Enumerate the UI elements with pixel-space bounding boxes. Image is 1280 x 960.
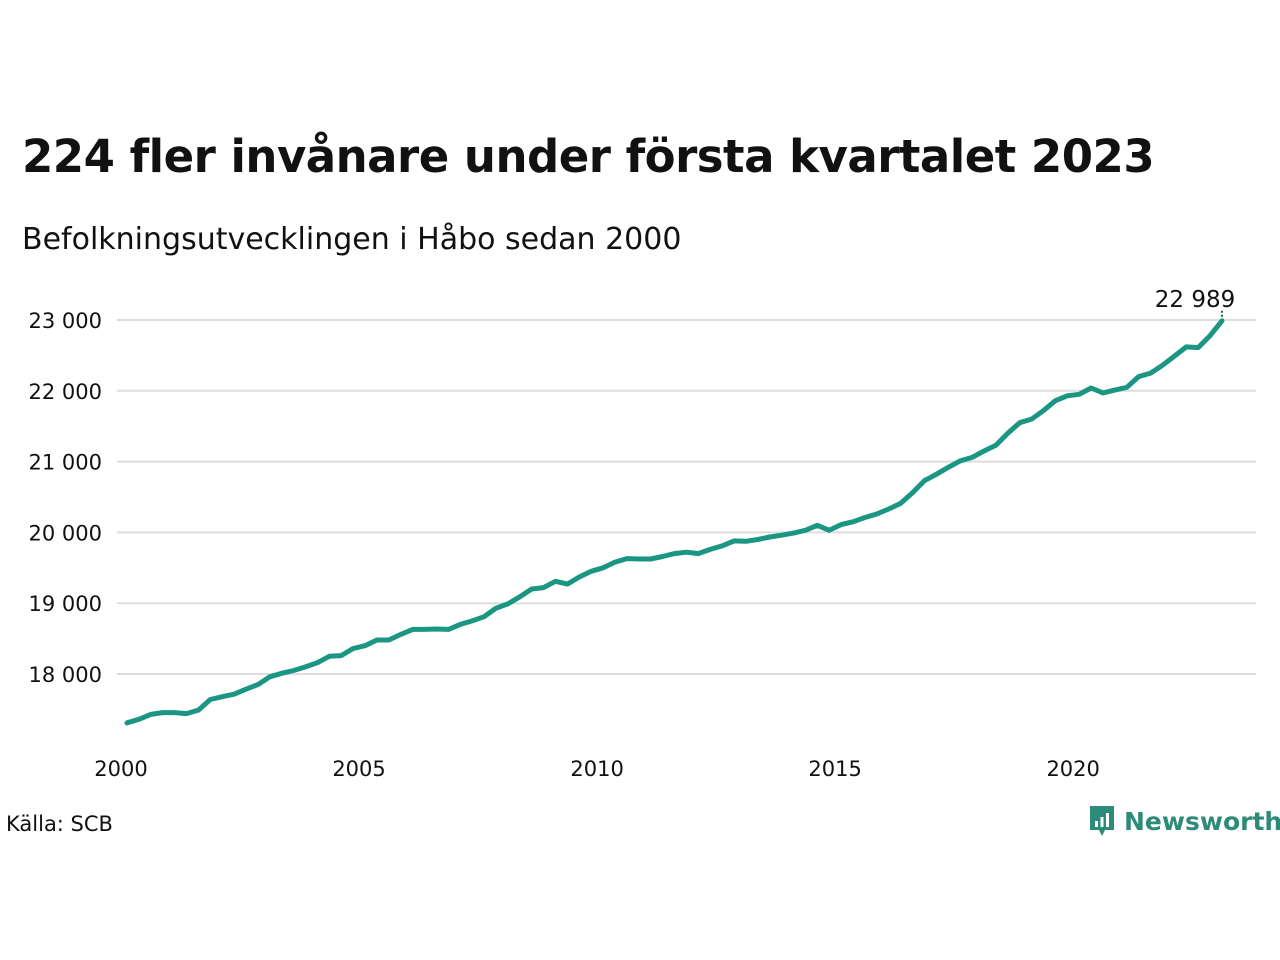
x-tick-label: 2010	[570, 757, 623, 781]
y-axis-ticks: 18 000 19 000 20 000 21 000 22 000 23 000	[29, 309, 102, 687]
y-tick-label: 20 000	[29, 521, 102, 545]
brand-name: Newsworthy	[1124, 806, 1280, 836]
y-tick-label: 19 000	[29, 592, 102, 616]
series-layer	[124, 318, 1225, 726]
newsworthy-logo-icon	[1090, 806, 1114, 836]
x-axis-ticks: 2000 2005 2010 2015 2020	[94, 757, 1100, 781]
last-value-label: 22 989	[1155, 287, 1235, 313]
y-tick-label: 22 000	[29, 380, 102, 404]
source-note: Källa: SCB	[6, 812, 113, 836]
x-tick-label: 2015	[808, 757, 861, 781]
y-tick-label: 23 000	[29, 309, 102, 333]
grid-layer	[117, 319, 1256, 675]
y-tick-label: 21 000	[29, 451, 102, 475]
x-tick-label: 2020	[1046, 757, 1099, 781]
x-tick-label: 2000	[94, 757, 147, 781]
brand-logo[interactable]: Newsworthy	[1088, 804, 1280, 838]
x-tick-label: 2005	[332, 757, 385, 781]
annotation-layer: 22 989	[1155, 287, 1235, 317]
population-series-line	[124, 318, 1225, 726]
y-tick-label: 18 000	[29, 663, 102, 687]
chart-title: 224 fler invånare under första kvartalet…	[22, 130, 1155, 183]
chart-subtitle: Befolkningsutvecklingen i Håbo sedan 200…	[22, 222, 682, 257]
